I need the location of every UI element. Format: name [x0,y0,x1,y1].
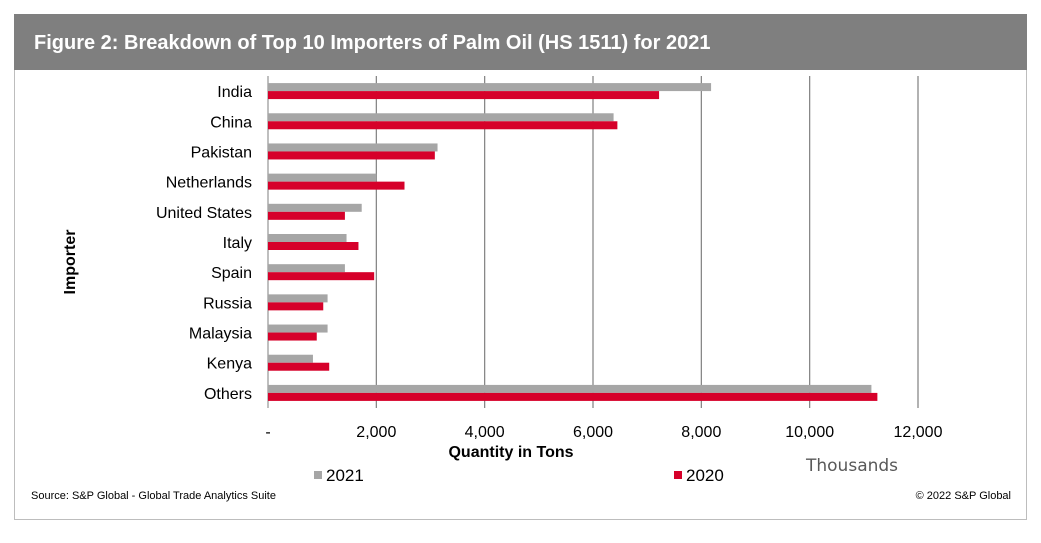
category-label: Others [204,386,252,403]
page-title: Figure 2: Breakdown of Top 10 Importers … [34,32,711,54]
legend-label-2021: 2021 [326,466,364,485]
bar-2020 [268,302,324,311]
category-label: Malaysia [189,326,252,343]
x-tick-label: 2,000 [356,424,396,441]
bar-2021 [268,203,362,212]
bar-2021 [268,113,614,122]
bar-2020 [268,181,405,190]
x-tick-label: 4,000 [465,424,505,441]
category-label: Italy [223,235,252,252]
x-axis-title: Quantity in Tons [448,444,573,461]
bar-2021 [268,143,438,152]
category-label: India [217,84,252,101]
x-tick-label: 6,000 [573,424,613,441]
bar-2021 [268,264,345,273]
legend-swatch-2020 [674,471,682,479]
bar-2021 [268,384,872,393]
bar-2020 [268,392,878,401]
category-label: United States [156,205,252,222]
bar-2021 [268,354,313,363]
copyright-note: © 2022 S&P Global [915,490,1011,502]
source-note: Source: S&P Global - Global Trade Analyt… [31,490,276,502]
units-label: Thousands [805,456,898,476]
title-bar [14,14,1027,70]
category-label: Russia [203,295,252,312]
legend-label-2020: 2020 [686,466,724,485]
bar-2020 [268,242,359,250]
bar-2020 [268,272,375,281]
bar-2021 [268,83,712,92]
x-tick-label: 8,000 [681,424,721,441]
category-label: Netherlands [166,175,252,192]
bar-2020 [268,211,345,220]
bar-2020 [268,91,660,100]
category-label: Pakistan [191,144,252,161]
x-tick-label: 12,000 [894,424,943,441]
legend-swatch-2021 [314,471,322,479]
x-tick-label: - [265,424,270,441]
x-tick-label: 10,000 [785,424,834,441]
bar-2020 [268,332,317,341]
bar-2021 [268,324,328,333]
bar-2021 [268,234,347,242]
category-label: China [210,114,252,131]
bar-2020 [268,362,330,371]
bar-2021 [268,294,328,303]
category-label: Spain [211,265,252,282]
bar-2021 [268,173,377,182]
y-axis-title: Importer [62,230,79,295]
bar-2020 [268,151,435,160]
bar-2020 [268,121,618,130]
category-label: Kenya [207,356,252,373]
